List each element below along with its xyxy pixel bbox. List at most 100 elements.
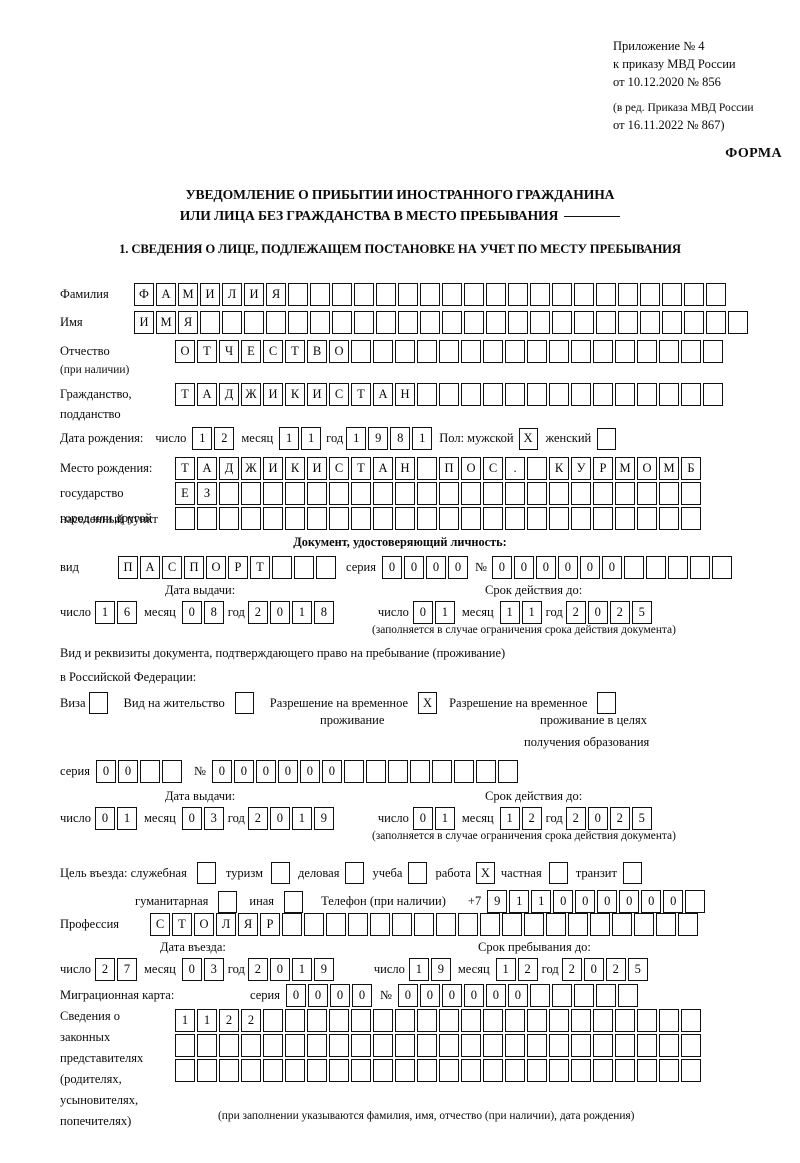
phone-boxes-2[interactable]: 1: [509, 890, 530, 913]
birthplace-boxes-2-5[interactable]: [263, 482, 283, 505]
citizenship-boxes-1[interactable]: Т: [175, 383, 195, 406]
birth-year-boxes-1[interactable]: 1: [346, 427, 367, 450]
mcard-series-boxes-3[interactable]: 0: [329, 984, 350, 1007]
profession-boxes-18[interactable]: [524, 913, 544, 936]
mcard-number-boxes-7[interactable]: [529, 984, 550, 1007]
purpose-business-checkbox[interactable]: [345, 862, 365, 884]
doc-kind-boxes-9[interactable]: [294, 556, 314, 579]
permit-number-boxes-13[interactable]: [475, 760, 496, 783]
doc-number-boxes-6[interactable]: 0: [601, 556, 622, 579]
doc-series-boxes-1[interactable]: 0: [381, 556, 402, 579]
birthplace-boxes-2-17[interactable]: [527, 482, 547, 505]
permit-number-boxes-10[interactable]: [409, 760, 430, 783]
firstname-boxes-12[interactable]: [376, 311, 396, 334]
doc-number-boxes-4[interactable]: 0: [557, 556, 578, 579]
patronymic-boxes-3[interactable]: Ч: [219, 340, 239, 363]
doc-issue-year-boxes-1[interactable]: 2: [247, 601, 268, 624]
citizenship-boxes-25[interactable]: [703, 383, 723, 406]
doc-number-boxes-5[interactable]: 0: [579, 556, 600, 579]
purpose-tourism-checkbox[interactable]: [271, 862, 291, 884]
profession-boxes-17[interactable]: [502, 913, 522, 936]
birthplace-boxes-3-10[interactable]: [373, 507, 393, 530]
mcard-number-boxes-8[interactable]: [551, 984, 572, 1007]
permit-issue-day-boxes-1[interactable]: 0: [95, 807, 116, 830]
doc-series-boxes-3[interactable]: 0: [425, 556, 446, 579]
legal-rep-boxes-2-7[interactable]: [307, 1034, 327, 1057]
temp-residence-checkbox[interactable]: X: [418, 692, 438, 714]
purpose-other-checkbox[interactable]: [284, 890, 304, 913]
doc-issue-year-boxes-4[interactable]: 8: [313, 601, 334, 624]
entry-month-boxes-2[interactable]: 3: [203, 958, 224, 981]
legal-rep-boxes-1-17[interactable]: [527, 1009, 547, 1032]
birthplace-boxes-2-16[interactable]: [505, 482, 525, 505]
doc-number-boxes-2[interactable]: 0: [513, 556, 534, 579]
legal-rep-boxes-3-8[interactable]: [329, 1059, 349, 1082]
residence-permit-checkbox[interactable]: [234, 692, 254, 714]
doc-issue-year-boxes-3[interactable]: 1: [291, 601, 312, 624]
birthplace-boxes-2-7[interactable]: [307, 482, 327, 505]
citizenship-boxes-10[interactable]: А: [373, 383, 393, 406]
doc-issue-year-boxes-2[interactable]: 0: [269, 601, 290, 624]
legal-rep-boxes-3-1[interactable]: [175, 1059, 195, 1082]
phone-boxes-6[interactable]: 0: [597, 890, 618, 913]
birthplace-boxes-3-11[interactable]: [395, 507, 415, 530]
birthplace-boxes-3-9[interactable]: [351, 507, 371, 530]
birthplace-boxes-2-3[interactable]: [219, 482, 239, 505]
birthplace-boxes-1-20[interactable]: Р: [593, 457, 613, 480]
legal-rep-boxes-3-12[interactable]: [417, 1059, 437, 1082]
profession-boxes-5[interactable]: Я: [238, 913, 258, 936]
profession-boxes-13[interactable]: [414, 913, 434, 936]
purpose-official-checkbox[interactable]: [196, 862, 216, 884]
permit-valid-month-boxes-2[interactable]: 2: [521, 807, 542, 830]
legal-rep-boxes-3-19[interactable]: [571, 1059, 591, 1082]
birth-year-boxes-2[interactable]: 9: [368, 427, 389, 450]
permit-number-boxes-1[interactable]: 0: [211, 760, 232, 783]
patronymic-boxes-8[interactable]: О: [329, 340, 349, 363]
doc-valid-year-boxes-4[interactable]: 5: [631, 601, 652, 624]
birth-day-boxes-1[interactable]: 1: [192, 427, 213, 450]
citizenship-boxes-14[interactable]: [461, 383, 481, 406]
sex-male-checkbox[interactable]: X: [518, 427, 538, 450]
firstname-boxes-3[interactable]: Я: [178, 311, 198, 334]
birthplace-boxes-1-21[interactable]: М: [615, 457, 635, 480]
doc-series-boxes-2[interactable]: 0: [403, 556, 424, 579]
firstname-boxes-28[interactable]: [728, 311, 748, 334]
firstname-boxes-10[interactable]: [332, 311, 352, 334]
birthplace-boxes-1-23[interactable]: М: [659, 457, 679, 480]
doc-number-boxes-1[interactable]: 0: [491, 556, 512, 579]
legal-rep-boxes-3-7[interactable]: [307, 1059, 327, 1082]
doc-kind-boxes-4[interactable]: П: [184, 556, 204, 579]
legal-rep-boxes-2-23[interactable]: [659, 1034, 679, 1057]
firstname-boxes-18[interactable]: [508, 311, 528, 334]
birthplace-boxes-3-12[interactable]: [417, 507, 437, 530]
phone-boxes-7[interactable]: 0: [619, 890, 640, 913]
birthplace-boxes-2-1[interactable]: Е: [175, 482, 195, 505]
citizenship-boxes-5[interactable]: И: [263, 383, 283, 406]
birthplace-boxes-2-8[interactable]: [329, 482, 349, 505]
patronymic-boxes-13[interactable]: [439, 340, 459, 363]
permit-number-boxes-12[interactable]: [453, 760, 474, 783]
permit-number-boxes-3[interactable]: 0: [255, 760, 276, 783]
birthplace-boxes-2-10[interactable]: [373, 482, 393, 505]
permit-series-boxes-2[interactable]: 0: [117, 760, 138, 783]
birthplace-boxes-1-5[interactable]: И: [263, 457, 283, 480]
patronymic-boxes-24[interactable]: [681, 340, 701, 363]
legal-rep-boxes-3-22[interactable]: [637, 1059, 657, 1082]
citizenship-boxes-21[interactable]: [615, 383, 635, 406]
permit-issue-month-boxes-1[interactable]: 0: [181, 807, 202, 830]
doc-number-boxes-7[interactable]: [623, 556, 644, 579]
permit-series-boxes-4[interactable]: [161, 760, 182, 783]
profession-boxes-19[interactable]: [546, 913, 566, 936]
birthplace-boxes-1-8[interactable]: С: [329, 457, 349, 480]
birthplace-boxes-3-20[interactable]: [593, 507, 613, 530]
surname-boxes-3[interactable]: М: [178, 283, 198, 306]
surname-boxes-22[interactable]: [596, 283, 616, 306]
legal-rep-boxes-3-21[interactable]: [615, 1059, 635, 1082]
citizenship-boxes-12[interactable]: [417, 383, 437, 406]
citizenship-boxes-19[interactable]: [571, 383, 591, 406]
permit-issue-day-boxes-2[interactable]: 1: [117, 807, 138, 830]
